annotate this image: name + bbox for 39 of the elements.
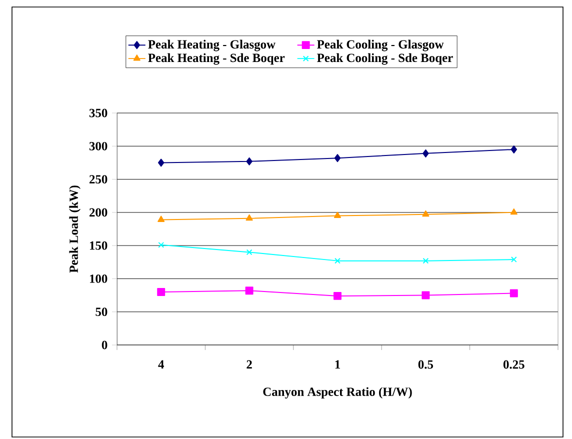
point (158, 158, 164, 167)
point (422, 149, 429, 158)
y-tick-label: 300 (89, 142, 108, 150)
point (334, 258, 340, 264)
y-tick-label: 100 (90, 274, 108, 283)
point (246, 157, 252, 166)
legend-label: Peak Heating - Glasgow (148, 40, 276, 52)
x-tick-label: 0.5 (418, 360, 434, 369)
x-tick-label: 2 (246, 360, 252, 369)
y-tick-label: 350 (89, 108, 108, 118)
legend-label: Peak Cooling - Glasgow (317, 40, 444, 52)
y-tick-label: 250 (90, 175, 108, 184)
point (510, 145, 518, 154)
point (422, 258, 429, 264)
point (422, 291, 430, 300)
legend-label: Peak Heating - Sde Boqer (148, 53, 285, 65)
point (246, 249, 252, 256)
point (334, 292, 342, 300)
point (510, 256, 517, 262)
point (245, 286, 254, 295)
point (510, 289, 518, 298)
y-tick-label: 50 (96, 308, 108, 316)
point (157, 288, 166, 296)
x-tick-label: 0.25 (503, 360, 524, 369)
point (158, 216, 165, 222)
x-tick-label: 4 (158, 360, 164, 369)
x-tick-label: 1 (335, 360, 340, 369)
point (246, 214, 253, 221)
x-axis-title: Canyon Aspect Ratio (H/W) (263, 387, 412, 399)
y-tick-label: 150 (90, 241, 108, 250)
point (158, 242, 164, 248)
y-tick-label: 0 (102, 340, 108, 350)
point (334, 154, 341, 162)
point (422, 210, 430, 217)
y-axis-title: Peak Load (kW) (69, 186, 80, 273)
y-tick-label: 200 (90, 208, 108, 217)
point (510, 208, 518, 215)
legend-label: Peak Cooling - Sde Boqer (317, 53, 453, 65)
point (334, 212, 342, 218)
